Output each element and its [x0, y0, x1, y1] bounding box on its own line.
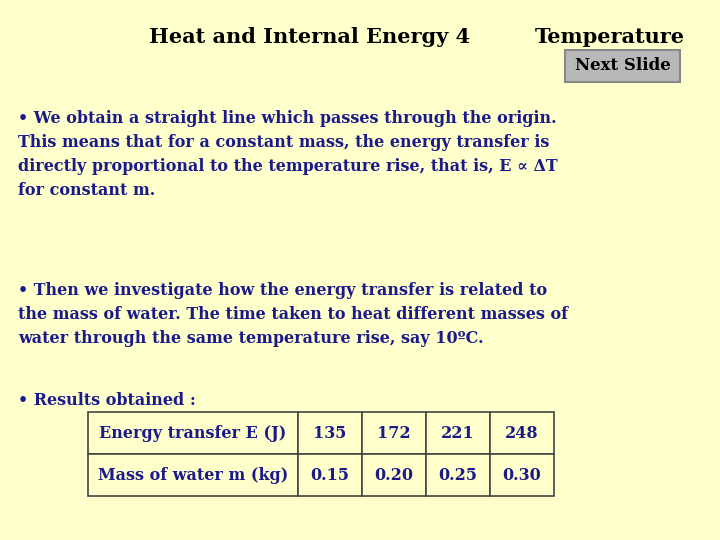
- Text: 221: 221: [441, 424, 475, 442]
- Bar: [490, 454, 554, 496]
- Text: • Results obtained :: • Results obtained :: [18, 392, 196, 409]
- Bar: [88, 412, 298, 454]
- Text: 248: 248: [505, 424, 539, 442]
- Text: Heat and Internal Energy 4: Heat and Internal Energy 4: [150, 27, 471, 47]
- Text: • Then we investigate how the energy transfer is related to
the mass of water. T: • Then we investigate how the energy tra…: [18, 282, 568, 347]
- Text: 0.30: 0.30: [503, 467, 541, 483]
- Text: Energy transfer E (J): Energy transfer E (J): [99, 424, 287, 442]
- Bar: [426, 412, 490, 454]
- Text: • We obtain a straight line which passes through the origin.
This means that for: • We obtain a straight line which passes…: [18, 110, 557, 199]
- Bar: [298, 412, 362, 454]
- Text: 0.15: 0.15: [310, 467, 349, 483]
- Bar: [88, 454, 298, 496]
- FancyBboxPatch shape: [565, 50, 680, 82]
- Text: Mass of water m (kg): Mass of water m (kg): [98, 467, 288, 483]
- Bar: [426, 454, 490, 496]
- Text: Temperature: Temperature: [535, 27, 685, 47]
- Text: 0.25: 0.25: [438, 467, 477, 483]
- Bar: [362, 412, 426, 454]
- Text: Next Slide: Next Slide: [575, 57, 670, 75]
- Text: 172: 172: [377, 424, 411, 442]
- Text: 135: 135: [313, 424, 347, 442]
- Bar: [490, 412, 554, 454]
- Text: 0.20: 0.20: [374, 467, 413, 483]
- Bar: [298, 454, 362, 496]
- Bar: [362, 454, 426, 496]
